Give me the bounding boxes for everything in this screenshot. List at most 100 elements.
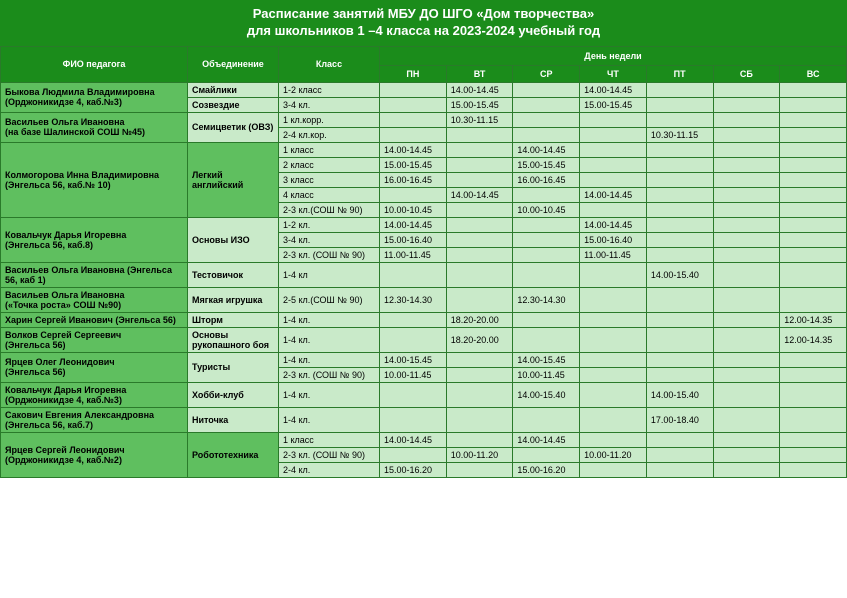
- day-cell: [580, 157, 647, 172]
- day-cell: 10.30-11.15: [646, 127, 713, 142]
- day-cell: 14.00-15.40: [646, 262, 713, 287]
- day-cell: [646, 432, 713, 447]
- day-cell: [446, 172, 513, 187]
- day-cell: [713, 232, 780, 247]
- th-association: Объединение: [187, 46, 278, 82]
- day-cell: 18.20-20.00: [446, 312, 513, 327]
- klass-cell: 2-5 кл.(СОШ № 90): [278, 287, 379, 312]
- day-cell: [713, 262, 780, 287]
- association-cell: Туристы: [187, 352, 278, 382]
- day-cell: [713, 382, 780, 407]
- table-row: Васильев Ольга Ивановна(на базе Шалинско…: [1, 112, 847, 127]
- klass-cell: 1-4 кл.: [278, 327, 379, 352]
- teacher-cell: Ковальчук Дарья Игоревна(Орджоникидзе 4,…: [1, 382, 188, 407]
- day-cell: 14.00-15.40: [513, 382, 580, 407]
- day-cell: [446, 217, 513, 232]
- teacher-cell: Ярцев Олег Леонидович(Энгельса 56): [1, 352, 188, 382]
- association-cell: Хобби-клуб: [187, 382, 278, 407]
- day-cell: [580, 462, 647, 477]
- table-row: Ярцев Сергей Леонидович(Орджоникидзе 4, …: [1, 432, 847, 447]
- day-cell: [580, 127, 647, 142]
- day-cell: 15.00-16.40: [580, 232, 647, 247]
- th-weekday: День недели: [380, 46, 847, 65]
- day-cell: [780, 462, 847, 477]
- teacher-cell: Ковальчук Дарья Игоревна(Энгельса 56, ка…: [1, 217, 188, 262]
- day-cell: [380, 262, 447, 287]
- day-cell: [780, 82, 847, 97]
- day-cell: [513, 247, 580, 262]
- table-row: Быкова Людмила Владимировна(Орджоникидзе…: [1, 82, 847, 97]
- day-cell: 14.00-14.45: [513, 432, 580, 447]
- day-cell: 14.00-14.45: [580, 82, 647, 97]
- teacher-cell: Васильев Ольга Ивановна («Точка роста» С…: [1, 287, 188, 312]
- klass-cell: 2 класс: [278, 157, 379, 172]
- day-cell: [713, 217, 780, 232]
- day-cell: [713, 462, 780, 477]
- day-cell: [713, 97, 780, 112]
- klass-cell: 1-4 кл.: [278, 407, 379, 432]
- day-cell: [713, 367, 780, 382]
- day-cell: 15.00-16.40: [380, 232, 447, 247]
- day-cell: [780, 232, 847, 247]
- day-cell: 14.00-14.45: [580, 217, 647, 232]
- day-cell: [646, 97, 713, 112]
- day-cell: 14.00-15.40: [646, 382, 713, 407]
- day-cell: [513, 82, 580, 97]
- day-cell: 15.00-15.45: [446, 97, 513, 112]
- day-cell: [580, 382, 647, 407]
- day-cell: 14.00-14.45: [380, 142, 447, 157]
- day-cell: [446, 157, 513, 172]
- day-cell: [446, 382, 513, 407]
- day-cell: 10.00-10.45: [513, 202, 580, 217]
- day-cell: [646, 367, 713, 382]
- day-cell: 16.00-16.45: [513, 172, 580, 187]
- day-cell: [646, 232, 713, 247]
- day-cell: [780, 407, 847, 432]
- day-cell: [713, 172, 780, 187]
- day-cell: [646, 112, 713, 127]
- day-cell: [646, 462, 713, 477]
- day-cell: [513, 97, 580, 112]
- day-cell: [380, 447, 447, 462]
- day-cell: [713, 407, 780, 432]
- day-cell: [446, 462, 513, 477]
- day-cell: [446, 202, 513, 217]
- th-day-2: СР: [513, 65, 580, 82]
- day-cell: [580, 327, 647, 352]
- day-cell: [646, 327, 713, 352]
- day-cell: 10.30-11.15: [446, 112, 513, 127]
- day-cell: [446, 232, 513, 247]
- day-cell: 11.00-11.45: [580, 247, 647, 262]
- day-cell: 11.00-11.45: [380, 247, 447, 262]
- klass-cell: 1-2 кл.: [278, 217, 379, 232]
- teacher-cell: Колмогорова Инна Владимировна(Энгельса 5…: [1, 142, 188, 217]
- day-cell: [446, 432, 513, 447]
- klass-cell: 1 кл.корр.: [278, 112, 379, 127]
- day-cell: [380, 187, 447, 202]
- title-line-1: Расписание занятий МБУ ДО ШГО «Дом творч…: [0, 6, 847, 23]
- day-cell: [780, 367, 847, 382]
- day-cell: 14.00-14.45: [580, 187, 647, 202]
- day-cell: [780, 217, 847, 232]
- day-cell: [780, 287, 847, 312]
- day-cell: 14.00-14.45: [380, 432, 447, 447]
- day-cell: [580, 312, 647, 327]
- association-cell: Семицветик (ОВЗ): [187, 112, 278, 142]
- teacher-cell: Васильев Ольга Ивановна(на базе Шалинско…: [1, 112, 188, 142]
- day-cell: [380, 407, 447, 432]
- day-cell: [513, 127, 580, 142]
- teacher-cell: Быкова Людмила Владимировна(Орджоникидзе…: [1, 82, 188, 112]
- th-day-4: ПТ: [646, 65, 713, 82]
- day-cell: [580, 432, 647, 447]
- table-row: Ярцев Олег Леонидович(Энгельса 56)Турист…: [1, 352, 847, 367]
- day-cell: [646, 247, 713, 262]
- day-cell: [580, 262, 647, 287]
- day-cell: [446, 367, 513, 382]
- teacher-cell: Харин Сергей Иванович (Энгельса 56): [1, 312, 188, 327]
- klass-cell: 2-3 кл.(СОШ № 90): [278, 202, 379, 217]
- day-cell: [446, 127, 513, 142]
- day-cell: [580, 202, 647, 217]
- day-cell: [713, 82, 780, 97]
- klass-cell: 2-4 кл.: [278, 462, 379, 477]
- day-cell: 10.00-11.45: [513, 367, 580, 382]
